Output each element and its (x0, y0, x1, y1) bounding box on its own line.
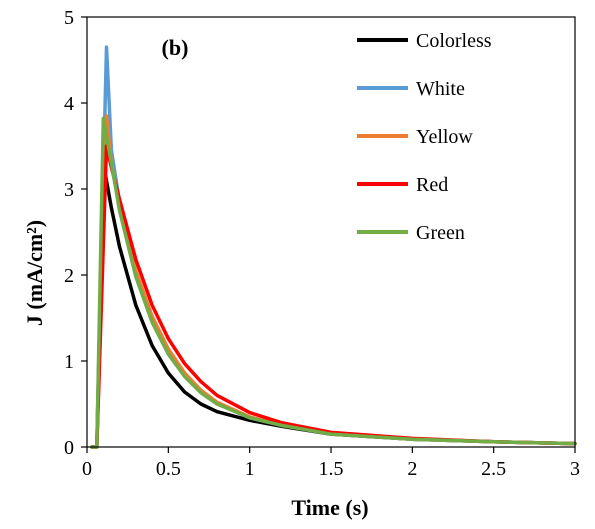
legend-label-colorless: Colorless (416, 30, 492, 52)
panel-label: (b) (162, 35, 189, 60)
x-tick-label: 3 (570, 458, 580, 480)
y-tick-label: 1 (64, 351, 74, 373)
y-tick-label: 5 (64, 7, 74, 29)
legend-label-green: Green (416, 222, 465, 244)
legend-label-red: Red (416, 174, 448, 196)
tick-labels: 0 0.5 1 1.5 2 2.5 3 0 1 2 3 4 5 (64, 7, 580, 480)
y-axis-title: J (mA/cm²) (22, 220, 47, 326)
series-line-green (90, 116, 577, 449)
legend: Colorless White Yellow Red Green (357, 30, 492, 244)
y-tick-label: 2 (64, 265, 74, 287)
x-tick-label: 2 (407, 458, 417, 480)
y-tick-label: 3 (64, 179, 74, 201)
legend-label-white: White (416, 78, 465, 100)
x-tick-label: 1.5 (319, 458, 344, 480)
x-tick-label: 2.5 (481, 458, 506, 480)
y-tick-label: 4 (64, 93, 74, 115)
series-line-colorless (90, 161, 577, 449)
axes (81, 16, 576, 453)
series-line-yellow (90, 114, 577, 449)
legend-label-yellow: Yellow (416, 126, 473, 148)
series-line-red (90, 144, 577, 449)
x-axis-title: Time (s) (291, 495, 368, 520)
x-tick-label: 1 (245, 458, 255, 480)
plot-frame (86, 16, 576, 448)
x-tick-label: 0.5 (156, 458, 181, 480)
series-line-white (90, 45, 577, 449)
y-tick-label: 0 (64, 437, 74, 459)
x-tick-label: 0 (82, 458, 92, 480)
series-layer (90, 45, 577, 449)
